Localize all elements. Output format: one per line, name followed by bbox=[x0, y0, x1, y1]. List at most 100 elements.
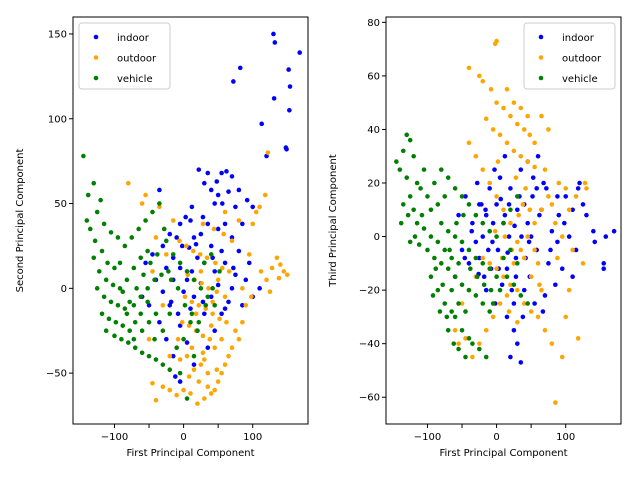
data-point-vehicle bbox=[141, 272, 146, 278]
data-point-vehicle bbox=[487, 228, 492, 234]
data-point-outdoor bbox=[284, 272, 290, 278]
data-point-outdoor bbox=[497, 301, 503, 306]
data-point-indoor bbox=[188, 306, 193, 311]
data-point-outdoor bbox=[584, 186, 589, 191]
data-point-indoor bbox=[246, 260, 252, 266]
data-point-outdoor bbox=[504, 140, 510, 146]
y-tick-label: 0 bbox=[374, 232, 380, 243]
data-point-vehicle bbox=[112, 265, 117, 271]
data-point-outdoor bbox=[555, 255, 560, 261]
data-point-vehicle bbox=[405, 212, 411, 218]
data-point-vehicle bbox=[456, 346, 461, 352]
data-point-indoor bbox=[219, 170, 224, 176]
data-point-indoor bbox=[480, 234, 486, 239]
legend-box bbox=[78, 22, 171, 90]
data-point-outdoor bbox=[278, 262, 283, 267]
data-point-outdoor bbox=[189, 345, 195, 350]
data-point-vehicle bbox=[466, 287, 472, 293]
data-point-indoor bbox=[483, 287, 489, 293]
data-point-outdoor bbox=[164, 252, 169, 257]
data-point-vehicle bbox=[94, 209, 100, 215]
data-point-outdoor bbox=[501, 274, 506, 280]
data-point-vehicle bbox=[122, 243, 128, 249]
data-point-vehicle bbox=[96, 269, 102, 274]
data-point-indoor bbox=[553, 282, 558, 288]
data-point-vehicle bbox=[153, 311, 159, 317]
data-point-outdoor bbox=[200, 221, 206, 227]
data-point-indoor bbox=[591, 228, 596, 234]
data-point-vehicle bbox=[210, 286, 215, 291]
y-tick-label: −40 bbox=[359, 339, 380, 350]
data-point-outdoor bbox=[207, 336, 213, 342]
data-point-indoor bbox=[202, 180, 207, 186]
data-point-indoor bbox=[175, 311, 181, 317]
data-point-outdoor bbox=[506, 309, 512, 314]
data-point-vehicle bbox=[501, 220, 506, 226]
data-point-indoor bbox=[286, 67, 291, 72]
data-point-indoor bbox=[532, 301, 537, 306]
data-point-vehicle bbox=[451, 341, 457, 346]
data-point-vehicle bbox=[435, 287, 441, 293]
data-point-vehicle bbox=[418, 186, 423, 191]
data-point-indoor bbox=[214, 179, 220, 184]
data-point-vehicle bbox=[195, 328, 200, 334]
data-point-outdoor bbox=[497, 132, 503, 138]
data-point-indoor bbox=[469, 228, 475, 234]
data-point-indoor bbox=[508, 186, 513, 191]
data-point-outdoor bbox=[253, 209, 259, 215]
data-point-outdoor bbox=[553, 220, 558, 226]
data-point-outdoor bbox=[535, 314, 541, 320]
data-point-outdoor bbox=[125, 180, 131, 186]
data-point-vehicle bbox=[411, 153, 416, 159]
data-point-vehicle bbox=[444, 314, 450, 320]
data-point-outdoor bbox=[515, 319, 520, 325]
data-point-indoor bbox=[601, 261, 607, 266]
data-point-outdoor bbox=[532, 220, 537, 226]
data-point-outdoor bbox=[219, 370, 224, 376]
data-point-vehicle bbox=[447, 247, 452, 253]
data-point-indoor bbox=[222, 260, 228, 266]
x-tick-label: −100 bbox=[101, 432, 128, 443]
data-point-outdoor bbox=[546, 194, 551, 199]
data-point-vehicle bbox=[115, 302, 121, 308]
data-point-outdoor bbox=[521, 127, 527, 132]
data-point-outdoor bbox=[233, 328, 238, 334]
data-point-vehicle bbox=[131, 336, 137, 342]
data-point-vehicle bbox=[400, 202, 406, 207]
data-point-vehicle bbox=[440, 282, 445, 288]
x-axis-label-right: First Principal Component bbox=[439, 448, 567, 459]
data-point-outdoor bbox=[243, 302, 249, 308]
data-point-vehicle bbox=[459, 194, 465, 199]
data-point-outdoor bbox=[563, 186, 569, 191]
data-point-indoor bbox=[236, 187, 242, 193]
data-point-outdoor bbox=[186, 374, 192, 379]
data-point-outdoor bbox=[153, 235, 159, 240]
data-point-outdoor bbox=[559, 354, 565, 360]
data-point-indoor bbox=[570, 207, 575, 213]
data-point-outdoor bbox=[198, 269, 204, 274]
data-point-indoor bbox=[287, 107, 292, 113]
legend-label-vehicle: vehicle bbox=[117, 74, 153, 85]
data-point-outdoor bbox=[492, 41, 498, 47]
data-point-vehicle bbox=[164, 238, 169, 244]
data-point-indoor bbox=[506, 202, 512, 207]
data-point-indoor bbox=[219, 201, 225, 206]
data-point-indoor bbox=[485, 247, 491, 253]
data-point-outdoor bbox=[525, 159, 530, 164]
data-point-vehicle bbox=[117, 286, 123, 291]
data-point-outdoor bbox=[264, 277, 269, 283]
data-point-outdoor bbox=[226, 269, 232, 274]
data-point-outdoor bbox=[210, 299, 215, 305]
data-point-vehicle bbox=[481, 282, 487, 288]
data-point-vehicle bbox=[459, 239, 465, 245]
data-point-indoor bbox=[179, 243, 185, 249]
data-point-vehicle bbox=[115, 235, 121, 240]
data-point-indoor bbox=[243, 277, 249, 283]
data-point-outdoor bbox=[528, 309, 534, 314]
scatter-points-left bbox=[81, 31, 303, 406]
data-point-vehicle bbox=[490, 301, 496, 306]
data-point-indoor bbox=[237, 65, 243, 71]
data-point-outdoor bbox=[535, 261, 541, 266]
data-point-indoor bbox=[490, 220, 496, 226]
data-point-vehicle bbox=[148, 260, 153, 266]
